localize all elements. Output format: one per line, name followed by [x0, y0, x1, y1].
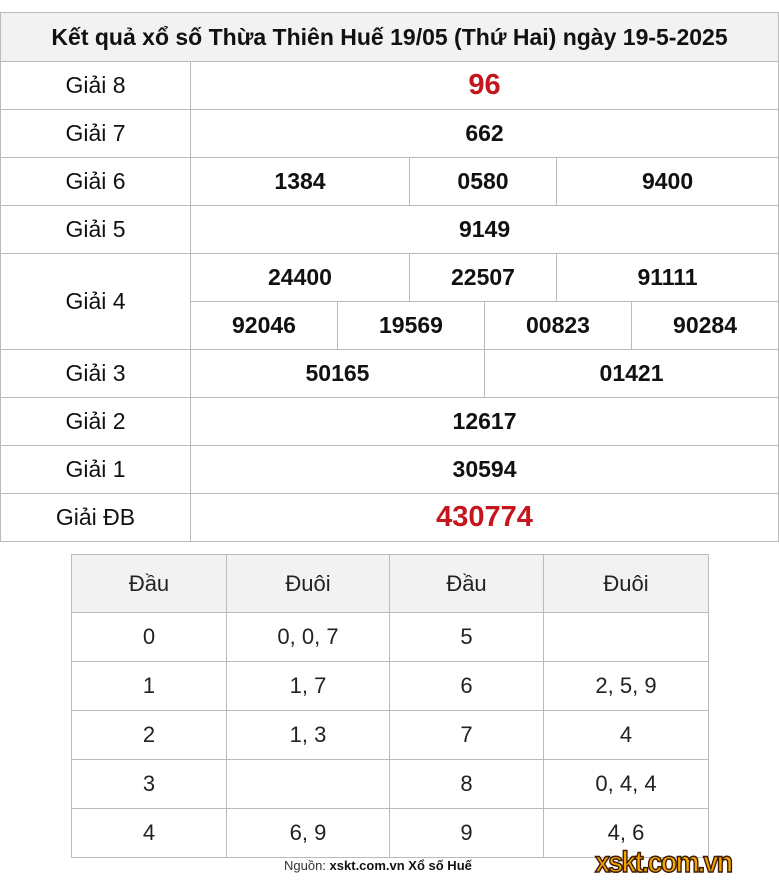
- prize-number: 9400: [555, 157, 779, 206]
- source-text: xskt.com.vn Xổ số Huế: [329, 858, 472, 873]
- results-table: Kết quả xổ số Thừa Thiên Huế 19/05 (Thứ …: [0, 12, 779, 542]
- source-prefix: Nguồn:: [284, 858, 326, 873]
- cell: 0: [71, 612, 227, 662]
- prize-number: 00823: [484, 301, 632, 350]
- cell: 9: [389, 808, 544, 858]
- cell: 2, 5, 9: [543, 661, 709, 711]
- prize-number: 9149: [189, 205, 779, 254]
- cell: 7: [389, 710, 544, 760]
- prize-row-3: Giải 3 50165 01421: [0, 349, 779, 398]
- prize-label: Giải 3: [0, 349, 191, 398]
- prize-number: 50165: [190, 349, 485, 398]
- source-note: Nguồn: xskt.com.vn Xổ số Huế: [284, 858, 472, 873]
- header-duoi: Đuôi: [226, 554, 390, 613]
- cell: 8: [389, 759, 544, 809]
- prize-number: 90284: [630, 301, 779, 350]
- prize-row-4: Giải 4 24400 22507 91111: [0, 253, 779, 350]
- prize-label: Giải 4: [0, 253, 191, 350]
- loto-row: 3 8 0, 4, 4: [71, 759, 709, 809]
- cell: 2: [71, 710, 227, 760]
- prize-number: 1384: [190, 157, 410, 206]
- prize-number: 92046: [190, 301, 338, 350]
- prize-row-1: Giải 1 30594: [0, 445, 779, 494]
- prize-label: Giải 6: [0, 157, 191, 206]
- prize-label: Giải ĐB: [0, 493, 191, 542]
- prize-label: Giải 8: [0, 61, 191, 110]
- cell: 4, 6: [543, 808, 709, 858]
- loto-row: 4 6, 9 9 4, 6: [71, 808, 709, 858]
- loto-row: 1 1, 7 6 2, 5, 9: [71, 661, 709, 711]
- cell: [226, 759, 390, 809]
- prize-number: 662: [189, 109, 779, 158]
- cell: 6, 9: [226, 808, 390, 858]
- prize-number: 22507: [409, 253, 557, 302]
- prize-row-2: Giải 2 12617: [0, 397, 779, 446]
- cell: [543, 612, 709, 662]
- cell: 1: [71, 661, 227, 711]
- cell: 1, 7: [226, 661, 390, 711]
- site-logo: xskt.com.vn: [594, 845, 733, 880]
- prize-number: 24400: [190, 253, 410, 302]
- prize-row-7: Giải 7 662: [0, 109, 779, 158]
- prize-number: 19569: [337, 301, 485, 350]
- cell: 0, 4, 4: [543, 759, 709, 809]
- cell: 3: [71, 759, 227, 809]
- special-prize-number: 430774: [189, 493, 779, 542]
- loto-header: Đầu Đuôi Đầu Đuôi: [71, 554, 709, 613]
- page-title: Kết quả xổ số Thừa Thiên Huế 19/05 (Thứ …: [0, 12, 779, 62]
- cell: 4: [543, 710, 709, 760]
- header-dau: Đầu: [389, 554, 544, 613]
- prize-label: Giải 2: [0, 397, 191, 446]
- cell: 5: [389, 612, 544, 662]
- prize-number: 96: [189, 61, 779, 110]
- cell: 1, 3: [226, 710, 390, 760]
- prize-row-5: Giải 5 9149: [0, 205, 779, 254]
- header-dau: Đầu: [71, 554, 227, 613]
- prize-row-special: Giải ĐB 430774: [0, 493, 779, 542]
- prize-number: 0580: [409, 157, 557, 206]
- cell: 4: [71, 808, 227, 858]
- prize-number: 91111: [555, 253, 779, 302]
- prize-number: 12617: [189, 397, 779, 446]
- header-duoi: Đuôi: [543, 554, 709, 613]
- prize-row-8: Giải 8 96: [0, 61, 779, 110]
- prize-row-6: Giải 6 1384 0580 9400: [0, 157, 779, 206]
- prize-label: Giải 7: [0, 109, 191, 158]
- cell: 6: [389, 661, 544, 711]
- prize-label: Giải 5: [0, 205, 191, 254]
- cell: 0, 0, 7: [226, 612, 390, 662]
- prize-number: 30594: [189, 445, 779, 494]
- prize-label: Giải 1: [0, 445, 191, 494]
- prize-number: 01421: [483, 349, 779, 398]
